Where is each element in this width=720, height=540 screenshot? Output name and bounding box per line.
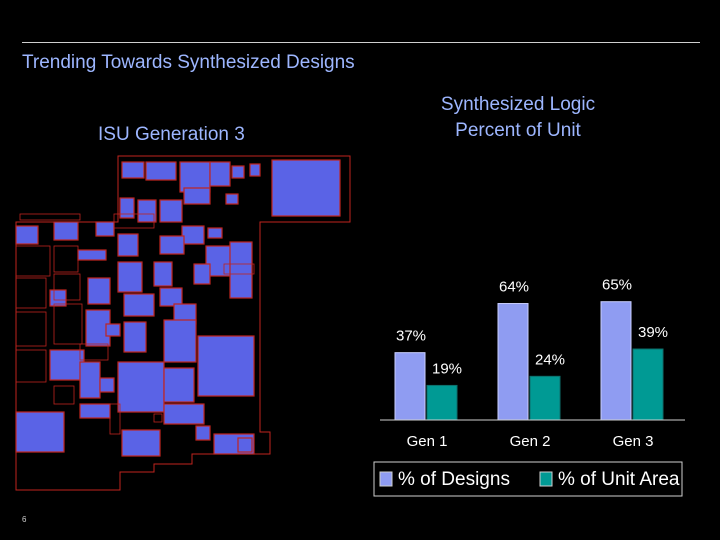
floorplan-title: ISU Generation 3: [98, 124, 245, 145]
value-label: 39%: [638, 324, 668, 341]
slide-title: Trending Towards Synthesized Designs: [22, 52, 355, 73]
bar-chart: 37% 64% 65% 19% 24% 39% Gen 1 Gen 2 Gen 3 % of …: [373, 277, 685, 497]
floorplan-block: [95, 221, 115, 237]
bar-unit-area-gen-2: [529, 375, 561, 421]
floorplan-block: [119, 197, 135, 219]
floorplan-cell: [53, 245, 79, 273]
value-label: 64%: [499, 279, 529, 296]
floorplan-cell: [79, 343, 109, 361]
floorplan-cell: [15, 311, 47, 347]
floorplan-block: [15, 411, 65, 453]
floorplan-block: [207, 227, 223, 239]
floorplan-cell: [15, 277, 47, 309]
floorplan-block: [121, 429, 161, 457]
floorplan-block: [153, 261, 173, 287]
floorplan-block: [163, 403, 205, 425]
floorplan-block: [77, 249, 107, 261]
chart-title-line-1: Synthesized Logic: [440, 94, 596, 115]
floorplan-block: [79, 361, 101, 399]
floorplan-block: [163, 319, 197, 363]
floorplan-block: [145, 161, 177, 181]
x-tick-label: Gen 1: [407, 433, 448, 450]
value-label: 19%: [432, 360, 462, 377]
chip-floorplan-icon: [15, 155, 351, 491]
bar-designs-gen-1: [394, 352, 426, 421]
floorplan-block: [159, 199, 183, 223]
floorplan-cell: [153, 413, 163, 423]
value-label: 65%: [602, 277, 632, 294]
bar-designs-gen-2: [497, 303, 529, 421]
value-label: 37%: [396, 328, 426, 345]
floorplan-block: [79, 403, 111, 419]
floorplan-block: [99, 377, 115, 393]
floorplan-block: [159, 287, 183, 307]
floorplan-cell: [53, 303, 83, 345]
floorplan-block: [225, 193, 239, 205]
floorplan-block: [117, 361, 165, 413]
floorplan-block: [105, 323, 121, 337]
floorplan-block: [159, 235, 185, 255]
floorplan-block: [137, 199, 157, 223]
floorplan-block: [15, 225, 39, 245]
floorplan-block: [183, 187, 211, 205]
floorplan-cell: [53, 273, 81, 301]
floorplan-block: [121, 161, 145, 179]
floorplan-cell: [53, 385, 75, 405]
legend-label: % of Unit Area: [558, 469, 680, 490]
bar-unit-area-gen-3: [632, 348, 664, 421]
x-tick-label: Gen 2: [510, 433, 551, 450]
floorplan-block: [209, 161, 231, 187]
floorplan-cell: [109, 403, 121, 435]
floorplan-block: [271, 159, 341, 217]
floorplan-cell: [19, 213, 81, 221]
floorplan-block: [49, 349, 85, 381]
title-rule: [22, 42, 700, 43]
floorplan-cell: [113, 213, 155, 229]
floorplan-block: [123, 293, 155, 317]
floorplan-cell: [15, 245, 51, 277]
floorplan-block: [237, 437, 253, 453]
floorplan-block: [53, 221, 79, 241]
floorplan-block: [117, 233, 139, 257]
chart-title-line-2: Percent of Unit: [455, 120, 581, 141]
floorplan-block: [249, 163, 261, 177]
x-tick-label: Gen 3: [613, 433, 654, 450]
floorplan-cell: [15, 349, 47, 383]
floorplan-block: [123, 321, 147, 353]
floorplan-block: [181, 225, 205, 245]
floorplan-block: [87, 277, 111, 305]
floorplan-block: [197, 335, 255, 397]
floorplan-block: [195, 425, 211, 441]
bar-unit-area-gen-1: [426, 384, 458, 421]
floorplan-block: [163, 367, 195, 403]
floorplan-cell: [223, 263, 255, 275]
floorplan-block: [229, 241, 253, 299]
floorplan-block: [231, 165, 245, 179]
floorplan-block: [117, 261, 143, 293]
slide-number: 6: [22, 515, 27, 524]
legend-box: [373, 461, 683, 497]
legend-swatch: [539, 471, 553, 487]
chart-title: Synthesized Logic Percent of Unit: [420, 92, 616, 144]
legend-swatch: [379, 471, 393, 487]
value-label: 24%: [535, 351, 565, 368]
bar-designs-gen-3: [600, 301, 632, 421]
floorplan-block: [193, 263, 211, 285]
legend-label: % of Designs: [398, 469, 510, 490]
